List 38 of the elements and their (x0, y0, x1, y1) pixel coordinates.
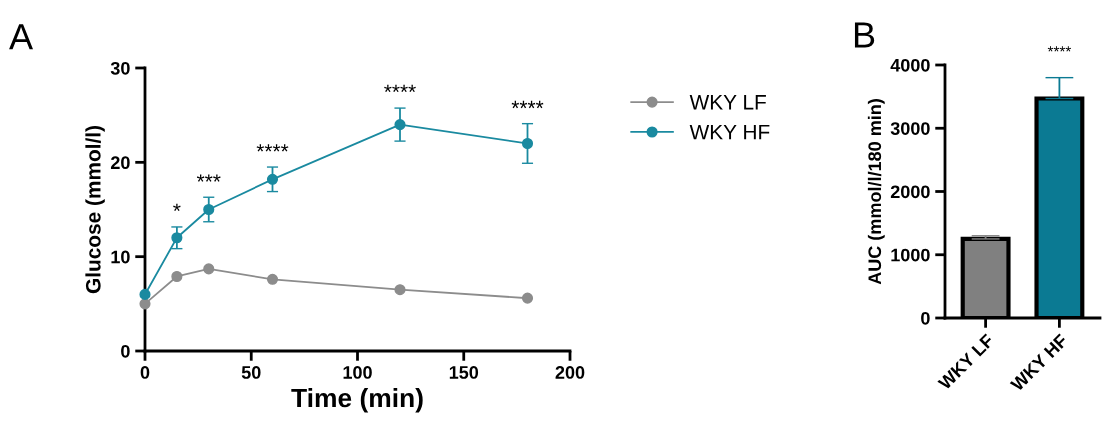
point (394, 119, 406, 131)
annotation: **** (511, 100, 544, 109)
x-tick-label: 0 (140, 366, 150, 379)
x-tick-label: 200 (555, 366, 585, 379)
y-tick-label: 0 (921, 311, 930, 325)
chart-title: B (854, 22, 875, 48)
annotation: **** (384, 84, 416, 93)
y-tick-label: 0 (121, 344, 130, 358)
y-tick-label: 1000 (891, 248, 930, 262)
y-tick-label: 30 (110, 61, 130, 75)
annotation: **** (256, 144, 289, 152)
point (203, 203, 215, 216)
y-tick-label: 4000 (890, 58, 930, 72)
point (266, 273, 279, 285)
y-tick-label: 10 (111, 250, 130, 264)
x-tick-label: 50 (241, 366, 261, 379)
y-axis-title: AUC (mmol/l/180 min) (867, 99, 885, 285)
y-tick-label: 20 (110, 156, 130, 170)
point (139, 288, 151, 300)
y-tick-label: 2000 (890, 185, 930, 199)
point (521, 137, 534, 150)
annotation: * (173, 203, 181, 211)
point (394, 284, 406, 296)
x-tick-label: 150 (449, 366, 479, 379)
y-tick-label: 3000 (890, 122, 930, 135)
x-axis-title: Time (min) (291, 387, 423, 413)
point (521, 292, 534, 304)
y-axis-title: Glucose (mmol/l) (85, 126, 105, 294)
x-tick-label: 100 (343, 366, 372, 379)
point (171, 270, 183, 283)
annotation: *** (196, 174, 221, 182)
text: **** (1047, 46, 1072, 52)
legend-label: WKY LF (689, 95, 766, 110)
legend-label: WKY HF (689, 124, 770, 140)
point (171, 232, 183, 244)
point (266, 173, 279, 185)
chart-title: A (9, 24, 34, 50)
point (203, 263, 215, 275)
